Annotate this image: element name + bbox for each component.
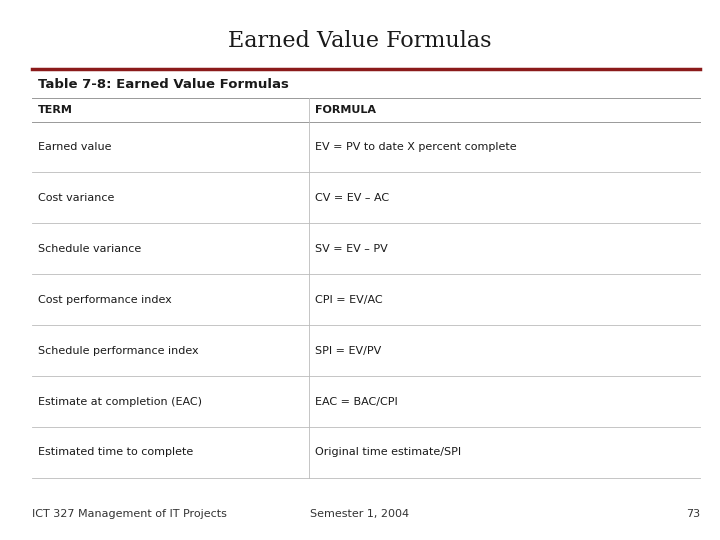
Text: SV = EV – PV: SV = EV – PV — [315, 244, 388, 254]
Text: Table 7-8: Earned Value Formulas: Table 7-8: Earned Value Formulas — [38, 78, 289, 91]
Text: FORMULA: FORMULA — [315, 105, 376, 116]
Text: CV = EV – AC: CV = EV – AC — [315, 193, 390, 203]
Text: ICT 327 Management of IT Projects: ICT 327 Management of IT Projects — [32, 509, 228, 519]
Text: Earned Value Formulas: Earned Value Formulas — [228, 30, 492, 52]
Text: Original time estimate/SPI: Original time estimate/SPI — [315, 448, 462, 457]
Text: Schedule variance: Schedule variance — [38, 244, 141, 254]
Text: Cost performance index: Cost performance index — [38, 295, 172, 305]
Text: SPI = EV/PV: SPI = EV/PV — [315, 346, 382, 356]
Text: Earned value: Earned value — [38, 142, 112, 152]
Text: Schedule performance index: Schedule performance index — [38, 346, 199, 356]
Text: Cost variance: Cost variance — [38, 193, 114, 203]
Text: EAC = BAC/CPI: EAC = BAC/CPI — [315, 396, 398, 407]
Text: EV = PV to date X percent complete: EV = PV to date X percent complete — [315, 142, 517, 152]
Text: Semester 1, 2004: Semester 1, 2004 — [310, 509, 410, 519]
Text: 73: 73 — [685, 509, 700, 519]
Text: CPI = EV/AC: CPI = EV/AC — [315, 295, 383, 305]
Text: Estimated time to complete: Estimated time to complete — [38, 448, 194, 457]
Text: TERM: TERM — [38, 105, 73, 116]
Text: Estimate at completion (EAC): Estimate at completion (EAC) — [38, 396, 202, 407]
